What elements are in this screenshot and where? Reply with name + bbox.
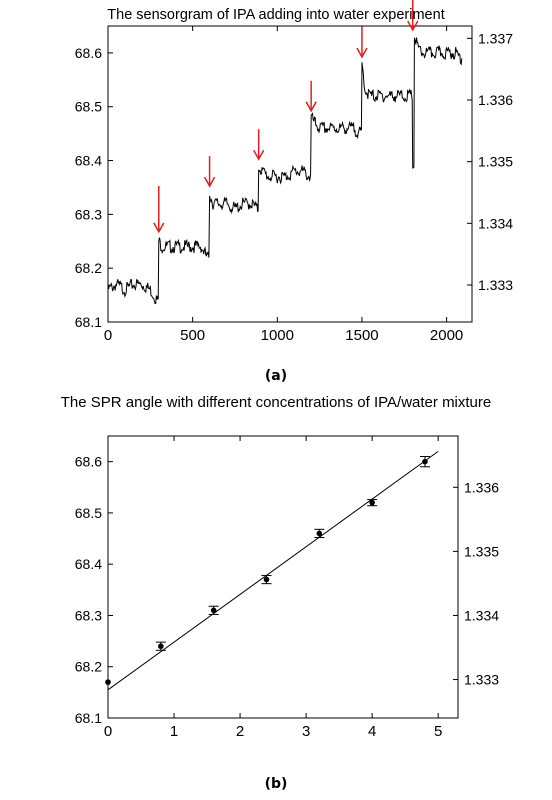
y-tick-label: 68.4: [75, 153, 102, 169]
y-tick-label: 68.5: [75, 505, 102, 521]
y-tick-label: 68.3: [75, 607, 102, 623]
x-tick-label: 2000: [430, 327, 463, 344]
ipa-added-arrowhead: [356, 47, 368, 59]
linear-fit-line: [107, 450, 439, 691]
x-tick-label: 0: [104, 723, 112, 740]
y2-tick-label: 1.335: [478, 154, 513, 170]
data-point: [316, 530, 323, 537]
ipa-added-arrowhead: [305, 101, 317, 113]
chart-a-title: The sensorgram of IPA adding into water …: [107, 7, 445, 23]
y2-tick-label: 1.333: [464, 672, 499, 688]
y2-tick-label: 1.337: [478, 30, 513, 46]
ipa-added-arrowhead: [203, 176, 216, 188]
chart-panel-a: The sensorgram of IPA adding into water …: [0, 0, 552, 390]
plot-frame: [107, 25, 473, 323]
y-tick-label: 68.6: [75, 45, 102, 61]
chart-b-plot: 0 1 2 3 4 5 68.1 68.2 68.3 68.4 68.5 68.6 1.333 1.334…: [75, 435, 499, 740]
data-point: [422, 458, 428, 465]
y2-tick-label: 1.334: [464, 607, 499, 623]
data-point: [158, 643, 164, 650]
data-point: [210, 607, 217, 614]
y-tick-label: 68.4: [75, 556, 102, 572]
y-tick-label: 68.1: [75, 314, 102, 330]
chart-panel-b: The SPR angle with different concentrati…: [0, 390, 552, 800]
y-tick-label: 68.1: [75, 710, 102, 726]
y-tick-label: 68.2: [75, 659, 102, 675]
plot-frame: [107, 435, 459, 719]
y2-tick-label: 1.333: [478, 277, 513, 293]
x-tick-label: 4: [368, 723, 376, 740]
chart-a-plot: 0 500 1000 1500 2000 68.1 68.2 68.3 68.4 68.5 68.6…: [75, 0, 513, 344]
sensorgram-line: [107, 37, 463, 304]
data-point: [105, 679, 111, 685]
x-tick-label: 1: [170, 723, 178, 740]
chart-b-title: The SPR angle with different concentrati…: [60, 394, 492, 411]
y-tick-label: 68.5: [75, 99, 102, 115]
ipa-added-arrowhead: [407, 20, 419, 32]
y-tick-label: 68.2: [75, 260, 102, 276]
y-tick-label: 68.6: [75, 454, 102, 470]
x-tick-label: 1500: [345, 327, 378, 344]
ipa-added-arrowhead: [153, 222, 165, 234]
y2-tick-label: 1.336: [464, 479, 499, 495]
y2-tick-label: 1.334: [478, 215, 513, 231]
data-point: [369, 499, 375, 506]
y-tick-label: 68.3: [75, 206, 102, 222]
x-tick-label: 5: [434, 723, 442, 740]
chart-a-sublabel: (a): [264, 368, 288, 384]
x-tick-label: 500: [180, 327, 205, 344]
x-tick-label: 1000: [261, 327, 294, 344]
data-point: [263, 576, 270, 583]
ipa-added-arrowhead: [253, 149, 265, 161]
x-tick-label: 0: [104, 327, 112, 344]
y2-tick-label: 1.336: [478, 92, 513, 108]
chart-b-sublabel: (b): [264, 776, 288, 792]
x-tick-label: 3: [302, 723, 310, 740]
x-tick-label: 2: [236, 723, 244, 740]
y2-tick-label: 1.335: [464, 543, 499, 559]
